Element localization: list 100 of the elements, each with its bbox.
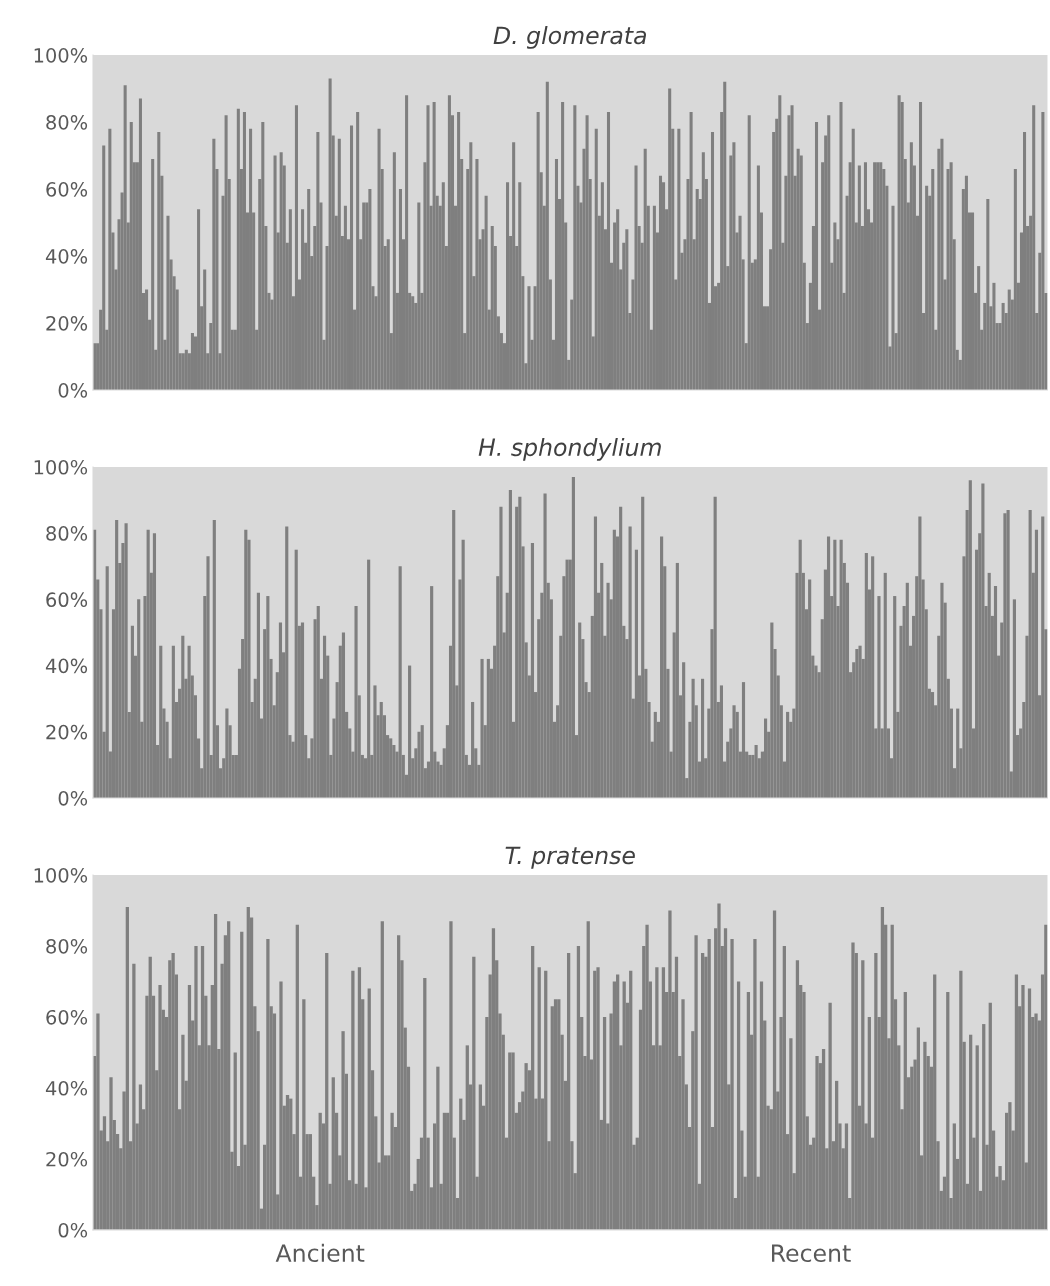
bar [190,333,194,391]
bar [318,1112,322,1230]
bar [786,711,790,798]
bar [707,938,711,1230]
bar [891,205,895,391]
bar [1028,509,1032,798]
bar [789,1038,793,1230]
bar [923,1041,927,1230]
bar [658,175,663,391]
bar [181,1034,185,1230]
bar [839,539,843,798]
bar [594,128,598,391]
bar [880,906,885,1230]
bar [499,506,503,798]
bar [102,1116,107,1230]
bar [266,596,270,798]
bar [417,202,421,391]
bar [814,122,819,391]
bar [266,938,270,1230]
bar [634,549,638,798]
bar [600,562,604,798]
x-tick-label: Recent [772,1244,851,1263]
bar [746,992,751,1230]
bar [449,921,453,1230]
bar [368,189,372,391]
bar [689,111,693,391]
bar [992,282,996,391]
bar [593,970,597,1230]
bar [124,523,128,798]
bar [465,1045,469,1230]
bar [288,209,292,391]
bar [815,1056,819,1230]
bar [181,635,185,798]
bar [544,970,548,1230]
bar [138,98,142,391]
bar [576,945,581,1230]
bar [194,945,198,1230]
bar [839,101,843,391]
bar [436,1066,440,1230]
bar [508,490,512,798]
bar [308,1134,313,1230]
bar [261,122,265,391]
bar [578,622,582,798]
y-tick-label: 60% [46,1009,88,1025]
y-tick-label: 100% [34,459,88,475]
bar [432,101,436,391]
bar [171,645,175,798]
bar [723,81,727,391]
bar [351,970,355,1230]
bar [959,970,963,1230]
bar [835,1080,839,1230]
bar [354,605,358,798]
bar [1006,509,1010,798]
bar [612,529,616,798]
bar [518,182,522,391]
bar [377,128,381,391]
bar [341,1031,345,1230]
bar [1041,516,1045,798]
bar [115,519,119,798]
bar [1041,111,1045,391]
bar [596,967,600,1230]
bar [506,182,510,391]
bar [753,938,757,1230]
bar [350,125,354,391]
bar [930,692,935,798]
bar [571,476,575,798]
bar [756,165,760,391]
bar [874,953,878,1230]
bar [316,132,320,391]
bar [331,1077,335,1230]
bar [652,205,656,391]
bar [741,682,746,798]
bar [969,1034,973,1230]
bar [408,665,412,798]
bar [420,725,424,798]
bar [356,111,360,391]
bar [469,142,473,391]
bar [531,945,535,1230]
bar [700,678,705,798]
bar [956,708,960,798]
bar [949,162,953,391]
bar [993,586,998,798]
bar [861,960,865,1230]
y-tick-label: 40% [45,658,88,674]
bar [285,526,289,798]
bar [457,111,461,391]
bar [166,215,170,391]
chart-title: T. pratense [505,846,635,869]
bar [138,1084,143,1230]
bar [447,95,451,391]
y-tick-label: 20% [46,316,88,331]
y-tick-label: 0% [58,1222,88,1238]
y-tick-label: 40% [45,249,88,264]
bar [616,209,620,391]
bar [300,622,305,798]
bar [187,985,192,1230]
chart-title: H. sphondylium [478,437,661,461]
bar [486,658,490,798]
bar [302,999,306,1230]
bar [732,142,736,391]
